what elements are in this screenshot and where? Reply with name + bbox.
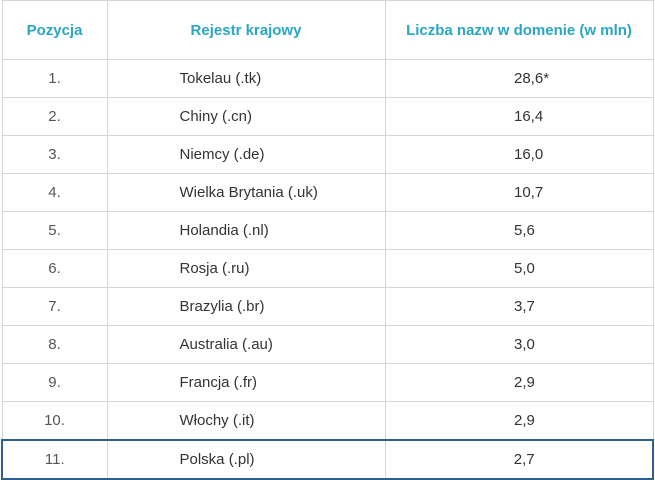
table-row: 10. Włochy (.it) 2,9 — [1, 401, 654, 441]
domain-count-value: 3,7 — [514, 298, 535, 315]
registry-label: Włochy (.it) — [179, 412, 255, 429]
registry-label: Francja (.fr) — [179, 374, 258, 391]
header-registry: Rejestr krajowy — [106, 0, 386, 60]
cell-domain-count: 10,7 — [384, 173, 654, 212]
table-row: 1. Tokelau (.tk) 28,6* — [1, 59, 654, 98]
registry-label: Brazylia (.br) — [179, 298, 265, 315]
cell-position: 3. — [1, 135, 108, 174]
table-row: 2. Chiny (.cn) 16,4 — [1, 97, 654, 136]
cell-registry: Wielka Brytania (.uk) — [106, 173, 386, 212]
cell-domain-count: 3,7 — [384, 287, 654, 326]
registry-label: Niemcy (.de) — [179, 146, 265, 163]
header-domain-count: Liczba nazw w domenie (w mln) — [384, 0, 654, 60]
table-row: 8. Australia (.au) 3,0 — [1, 325, 654, 364]
cell-position: 6. — [1, 249, 108, 288]
cell-position: 9. — [1, 363, 108, 402]
cell-position: 1. — [1, 59, 108, 98]
domain-count-value: 2,7 — [513, 451, 535, 468]
cell-domain-count: 16,4 — [384, 97, 654, 136]
domain-count-value: 16,0 — [514, 146, 544, 163]
domain-count-value: 5,6 — [514, 222, 535, 239]
cell-domain-count: 2,9 — [384, 363, 654, 402]
cell-registry: Brazylia (.br) — [106, 287, 386, 326]
domain-count-value: 2,9 — [514, 374, 535, 391]
domain-count-value: 16,4 — [514, 108, 544, 125]
cell-registry: Francja (.fr) — [106, 363, 386, 402]
cell-registry: Australia (.au) — [106, 325, 386, 364]
cell-registry: Polska (.pl) — [106, 439, 386, 480]
cell-position: 5. — [1, 211, 108, 250]
domain-count-value: 5,0 — [514, 260, 535, 277]
cell-domain-count: 2,9 — [384, 401, 654, 441]
registry-label: Tokelau (.tk) — [179, 70, 262, 87]
table-row: 9. Francja (.fr) 2,9 — [1, 363, 654, 402]
header-position: Pozycja — [1, 0, 108, 60]
cell-domain-count: 3,0 — [384, 325, 654, 364]
domain-count-value: 10,7 — [514, 184, 544, 201]
domain-count-value: 2,9 — [514, 412, 535, 429]
cell-registry: Tokelau (.tk) — [106, 59, 386, 98]
cell-registry: Niemcy (.de) — [106, 135, 386, 174]
table-row: 6. Rosja (.ru) 5,0 — [1, 249, 654, 288]
cell-registry: Holandia (.nl) — [106, 211, 386, 250]
registry-label: Australia (.au) — [179, 336, 273, 353]
table-row-highlighted: 11. Polska (.pl) 2,7 — [1, 439, 654, 480]
cell-position: 8. — [1, 325, 108, 364]
table-header-row: Pozycja Rejestr krajowy Liczba nazw w do… — [1, 0, 654, 60]
registry-label: Rosja (.ru) — [179, 260, 250, 277]
cell-position: 2. — [1, 97, 108, 136]
cell-domain-count: 5,6 — [384, 211, 654, 250]
cell-position: 11. — [1, 439, 108, 480]
registry-label: Wielka Brytania (.uk) — [179, 184, 318, 201]
cell-position: 7. — [1, 287, 108, 326]
registry-label: Polska (.pl) — [179, 451, 255, 468]
cell-registry: Rosja (.ru) — [106, 249, 386, 288]
cell-registry: Włochy (.it) — [106, 401, 386, 441]
table-row: 4. Wielka Brytania (.uk) 10,7 — [1, 173, 654, 212]
cell-domain-count: 5,0 — [384, 249, 654, 288]
cell-registry: Chiny (.cn) — [106, 97, 386, 136]
domain-count-value: 28,6* — [514, 70, 550, 87]
cell-position: 4. — [1, 173, 108, 212]
domain-count-value: 3,0 — [514, 336, 535, 353]
cell-domain-count: 16,0 — [384, 135, 654, 174]
cell-domain-count: 28,6* — [384, 59, 654, 98]
table-row: 5. Holandia (.nl) 5,6 — [1, 211, 654, 250]
table-row: 7. Brazylia (.br) 3,7 — [1, 287, 654, 326]
table-row: 3. Niemcy (.de) 16,0 — [1, 135, 654, 174]
registry-label: Holandia (.nl) — [179, 222, 269, 239]
cell-domain-count: 2,7 — [384, 439, 654, 480]
cell-position: 10. — [1, 401, 108, 441]
registry-label: Chiny (.cn) — [179, 108, 253, 125]
